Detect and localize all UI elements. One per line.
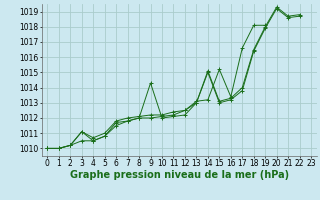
X-axis label: Graphe pression niveau de la mer (hPa): Graphe pression niveau de la mer (hPa) [70, 170, 289, 180]
